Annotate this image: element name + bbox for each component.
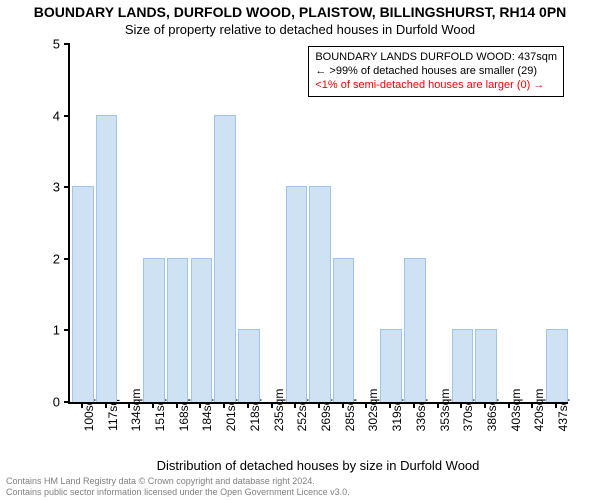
bar	[143, 258, 164, 402]
legend-line-2: ← >99% of detached houses are smaller (2…	[315, 65, 557, 79]
footer-attribution: Contains HM Land Registry data © Crown c…	[6, 476, 350, 498]
y-tick	[64, 115, 70, 117]
y-tick	[64, 329, 70, 331]
y-tick	[64, 258, 70, 260]
footer-line-1: Contains HM Land Registry data © Crown c…	[6, 476, 350, 487]
bar	[96, 115, 117, 402]
x-tick-label: 302sqm	[366, 389, 380, 432]
x-tick-label: 134sqm	[129, 389, 143, 432]
bar	[191, 258, 212, 402]
y-tick-label: 1	[53, 323, 60, 338]
x-axis-label: Distribution of detached houses by size …	[68, 458, 568, 473]
x-tick-label: 353sqm	[438, 389, 452, 432]
bar	[72, 186, 93, 402]
chart-title-main: BOUNDARY LANDS, DURFOLD WOOD, PLAISTOW, …	[0, 4, 600, 20]
x-tick-label: 235sqm	[272, 389, 286, 432]
y-tick-label: 5	[53, 37, 60, 52]
bar	[167, 258, 188, 402]
y-tick	[64, 186, 70, 188]
bar	[380, 329, 401, 402]
bar	[214, 115, 235, 402]
bar	[546, 329, 567, 402]
bar	[309, 186, 330, 402]
y-tick	[64, 43, 70, 45]
bar	[333, 258, 354, 402]
y-tick-label: 0	[53, 395, 60, 410]
y-tick	[64, 401, 70, 403]
y-tick-label: 4	[53, 108, 60, 123]
footer-line-2: Contains public sector information licen…	[6, 487, 350, 498]
legend-line-3: <1% of semi-detached houses are larger (…	[315, 79, 557, 93]
legend-box: BOUNDARY LANDS DURFOLD WOOD: 437sqm ← >9…	[308, 46, 564, 97]
bar	[475, 329, 496, 402]
bar	[452, 329, 473, 402]
x-tick-label: 420sqm	[532, 389, 546, 432]
plot-area: 012345100sqm117sqm134sqm151sqm168sqm184s…	[68, 44, 568, 404]
legend-line-1: BOUNDARY LANDS DURFOLD WOOD: 437sqm	[315, 51, 557, 65]
y-tick-label: 3	[53, 180, 60, 195]
bar	[286, 186, 307, 402]
x-tick-label: 403sqm	[509, 389, 523, 432]
y-tick-label: 2	[53, 251, 60, 266]
bar	[404, 258, 425, 402]
chart-title-sub: Size of property relative to detached ho…	[0, 22, 600, 37]
bar	[238, 329, 259, 402]
chart-container: BOUNDARY LANDS, DURFOLD WOOD, PLAISTOW, …	[0, 0, 600, 500]
